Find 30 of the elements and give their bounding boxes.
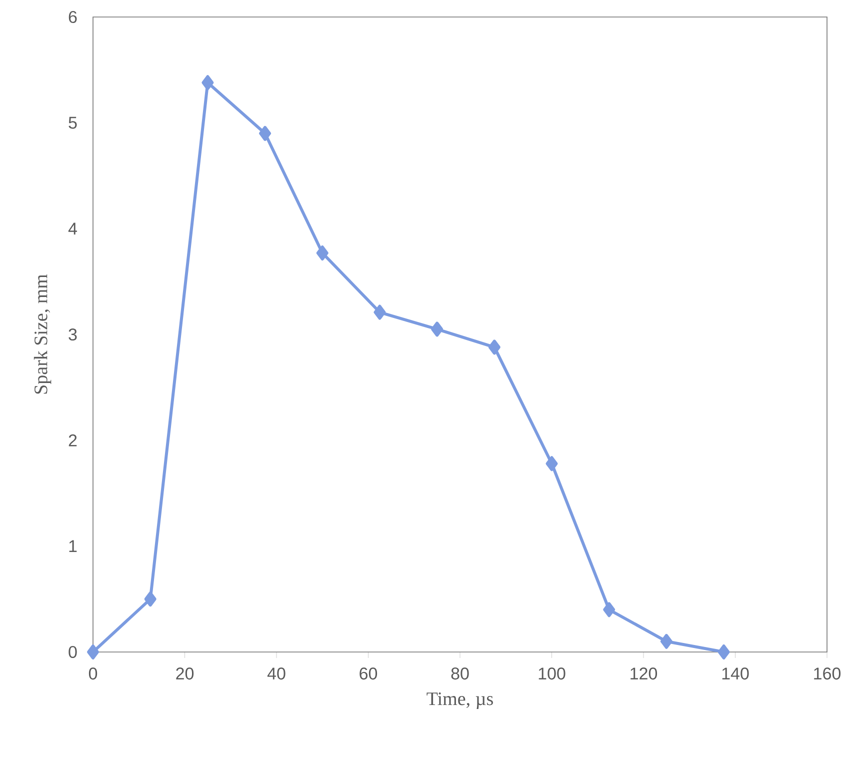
point xyxy=(259,126,272,141)
y-tick-label: 5 xyxy=(68,116,77,129)
point xyxy=(431,322,444,337)
point xyxy=(603,602,616,618)
point xyxy=(718,644,730,660)
y-tick-label: 0 xyxy=(68,646,77,658)
x-tick-label: 140 xyxy=(722,668,749,680)
x-tick-label: 20 xyxy=(176,668,194,680)
x-tick-label: 120 xyxy=(630,668,658,680)
y-tick-label: 6 xyxy=(68,10,77,24)
point xyxy=(87,644,100,660)
x-tick-label: 100 xyxy=(538,668,566,680)
x-tick-label: 80 xyxy=(451,668,469,680)
x-tick-label: 60 xyxy=(360,668,378,680)
point xyxy=(546,456,558,472)
x-tick-label: 0 xyxy=(88,668,98,680)
y-tick-label: 1 xyxy=(69,540,77,552)
y-axis-title: Spark Size, mm xyxy=(34,274,52,394)
point xyxy=(144,592,156,607)
y-tick-label: 3 xyxy=(68,328,77,341)
y-tick-label: 2 xyxy=(68,434,77,446)
point xyxy=(488,340,500,355)
point xyxy=(202,75,214,90)
y-tick-label: 4 xyxy=(68,222,77,235)
point xyxy=(374,304,386,320)
x-tick-label: 160 xyxy=(814,668,841,680)
point xyxy=(660,634,672,649)
x-axis-title: Time, µs xyxy=(426,692,493,710)
point xyxy=(316,246,328,260)
x-tick-label: 40 xyxy=(267,668,286,680)
